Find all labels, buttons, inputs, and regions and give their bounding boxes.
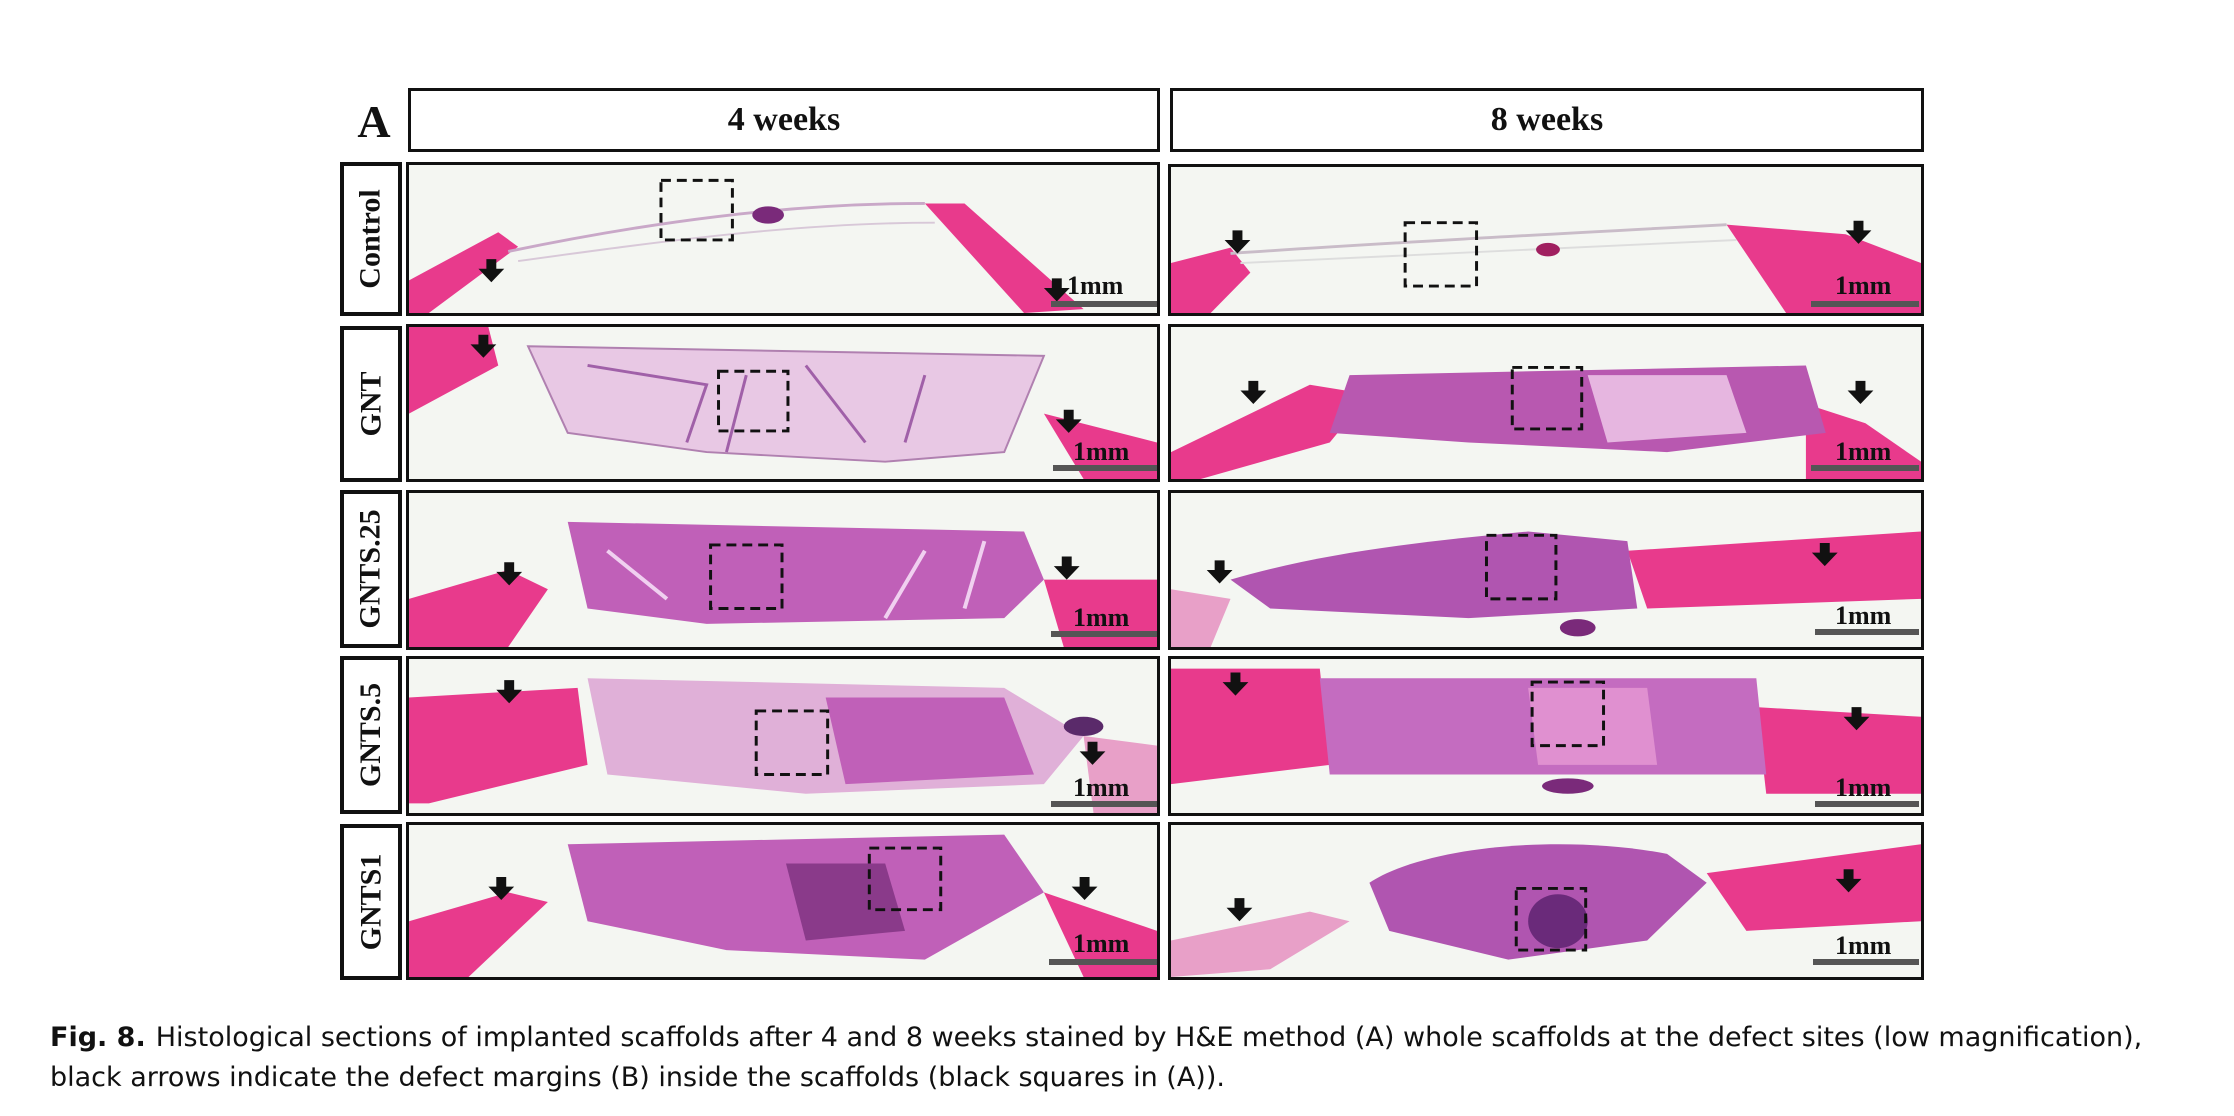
scalebar-label: 1mm	[1835, 601, 1892, 630]
arrow-marker	[1224, 230, 1251, 254]
scalebar-label: 1mm	[1835, 271, 1892, 300]
histology-image-gnts5-8wk: 1mm	[1168, 656, 1924, 816]
figure-label: Fig. 8.	[50, 1022, 146, 1053]
row-label-control: Control	[340, 162, 402, 316]
scalebar-label: 1mm	[1067, 271, 1124, 300]
arrow-marker	[1222, 672, 1249, 696]
column-header-8-weeks: 8 weeks	[1170, 88, 1924, 152]
arrow-marker	[1845, 220, 1872, 244]
region-square	[659, 178, 734, 242]
arrow-marker	[1843, 707, 1870, 731]
scalebar-label: 1mm	[1835, 931, 1892, 960]
histology-image-control-4wk: 1mm	[406, 162, 1160, 316]
arrow-marker	[1240, 380, 1267, 404]
arrow-marker	[1226, 898, 1253, 922]
scalebar	[1815, 629, 1919, 635]
scalebar	[1051, 301, 1157, 307]
arrow-marker	[1811, 543, 1838, 567]
scalebar	[1813, 959, 1919, 965]
column-header-4-weeks: 4 weeks	[408, 88, 1160, 152]
region-square	[1514, 887, 1588, 952]
histology-figure: A 4 weeks 8 weeks Control GNT GNTS.25 GN…	[340, 88, 1924, 980]
scalebar	[1811, 465, 1919, 471]
scalebar-label: 1mm	[1073, 929, 1130, 958]
region-square	[709, 543, 784, 610]
region-square	[1510, 365, 1584, 431]
histology-image-gnts5-4wk: 1mm	[406, 656, 1160, 816]
arrow-marker	[1071, 876, 1098, 901]
arrow-marker	[496, 680, 523, 704]
row-label-gnt: GNT	[340, 326, 402, 482]
histology-image-gnts25-8wk: 1mm	[1168, 490, 1924, 650]
arrow-marker	[1079, 741, 1106, 765]
panel-label: A	[357, 96, 391, 147]
region-square	[1484, 533, 1558, 601]
arrow-marker	[496, 562, 523, 586]
scalebar	[1051, 631, 1157, 637]
row-label-gnts5: GNTS.5	[340, 656, 402, 814]
scalebar	[1051, 801, 1157, 807]
histology-image-gnt-8wk: 1mm	[1168, 324, 1924, 482]
caption-text: Histological sections of implanted scaff…	[50, 1022, 2143, 1093]
histology-image-gnts25-4wk: 1mm	[406, 490, 1160, 650]
histology-image-control-8wk: 1mm	[1168, 164, 1924, 316]
region-square	[754, 709, 830, 776]
arrow-marker	[1206, 560, 1233, 584]
histology-image-gnt-4wk: 1mm	[406, 324, 1160, 482]
histology-image-gnts1-4wk: 1mm	[406, 822, 1160, 980]
arrow-marker	[470, 334, 497, 358]
scalebar	[1053, 465, 1157, 471]
region-square	[1403, 221, 1479, 288]
region-square	[867, 846, 943, 912]
row-label-gnts1: GNTS1	[340, 824, 402, 980]
region-square	[1530, 680, 1606, 748]
arrow-marker	[488, 876, 515, 901]
figure-caption: Fig. 8. Histological sections of implante…	[50, 1018, 2210, 1098]
arrow-marker	[1043, 278, 1070, 302]
scalebar	[1811, 301, 1919, 307]
scalebar	[1815, 801, 1919, 807]
histology-image-gnts1-8wk: 1mm	[1168, 822, 1924, 980]
scalebar-label: 1mm	[1835, 773, 1892, 802]
scalebar-label: 1mm	[1073, 773, 1130, 802]
row-label-gnts25: GNTS.25	[340, 490, 402, 648]
scalebar-label: 1mm	[1073, 603, 1130, 632]
scalebar-label: 1mm	[1073, 437, 1130, 466]
scalebar	[1049, 959, 1157, 965]
arrow-marker	[1055, 409, 1082, 433]
arrow-marker	[478, 259, 505, 283]
scalebar-label: 1mm	[1835, 437, 1892, 466]
region-square	[717, 369, 790, 433]
arrow-marker	[1053, 556, 1080, 580]
arrow-marker	[1835, 869, 1862, 893]
arrow-marker	[1847, 380, 1874, 404]
